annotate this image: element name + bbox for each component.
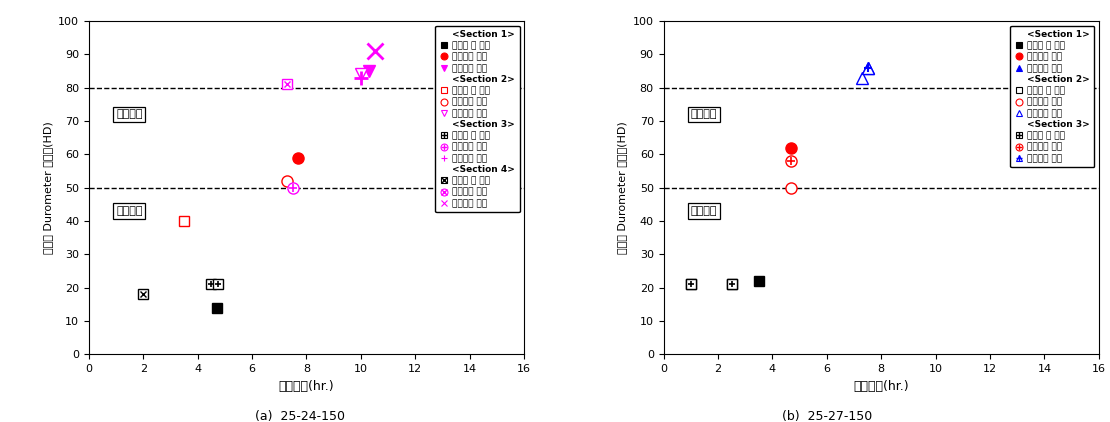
Y-axis label: 개량형 Durometer 경도치(HD): 개량형 Durometer 경도치(HD) xyxy=(42,122,52,254)
Text: <25-27-150>: <25-27-150> xyxy=(1009,31,1091,41)
X-axis label: 경과시간(hr.): 경과시간(hr.) xyxy=(854,380,909,393)
Text: 종결시간: 종결시간 xyxy=(117,109,142,119)
Legend: <Section 1>, 블리딩 수 제거, 표면마감 개시, 표면마감 종료, <Section 2>, 블리딩 수 제거, 표면마감 개시, 표면마감 종료: <Section 1>, 블리딩 수 제거, 표면마감 개시, 표면마감 종료,… xyxy=(1010,26,1094,168)
Text: (a)  25-24-150: (a) 25-24-150 xyxy=(254,410,345,422)
Text: 종결시간: 종결시간 xyxy=(690,109,717,119)
Text: 초결시간: 초결시간 xyxy=(690,206,717,216)
Text: 초결시간: 초결시간 xyxy=(117,206,142,216)
Y-axis label: 개량형 Durometer 경도치(HD): 개량형 Durometer 경도치(HD) xyxy=(617,122,627,254)
X-axis label: 경과시간(hr.): 경과시간(hr.) xyxy=(279,380,334,393)
Legend: <Section 1>, 블리딩 수 제거, 표면마감 개시, 표면마감 종료, <Section 2>, 블리딩 수 제거, 표면마감 개시, 표면마감 종료: <Section 1>, 블리딩 수 제거, 표면마감 개시, 표면마감 종료,… xyxy=(435,26,519,213)
Text: <25-24-150>: <25-24-150> xyxy=(434,31,516,41)
Text: (b)  25-27-150: (b) 25-27-150 xyxy=(781,410,872,422)
